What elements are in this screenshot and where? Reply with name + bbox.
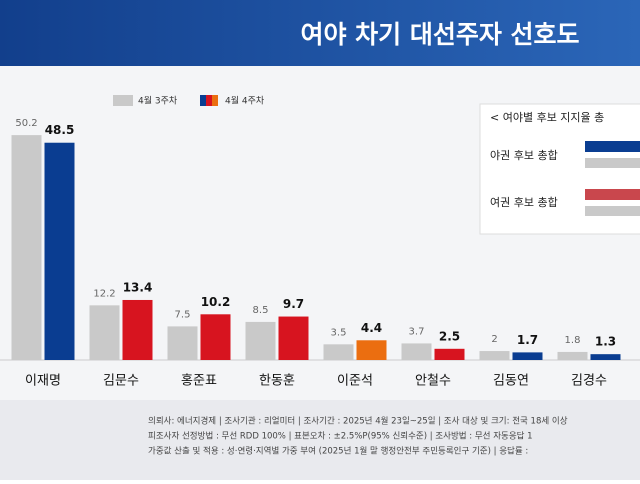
inset-bar — [585, 206, 640, 216]
inset-bar — [585, 189, 640, 200]
inset-bar — [585, 158, 640, 168]
bar — [323, 344, 354, 360]
value-label: 4.4 — [361, 321, 382, 335]
value-label: 50.2 — [15, 118, 37, 129]
bar — [167, 326, 198, 360]
value-label: 2.5 — [439, 329, 460, 343]
inset-title: < 여야별 후보 지지율 총 — [490, 111, 604, 124]
value-label: 13.4 — [123, 280, 153, 294]
footer-line: 의뢰사: 에너지경제 | 조사기관 : 리얼미터 | 조사기간 : 2025년 … — [148, 416, 568, 427]
footer-line: 가중값 산출 및 적용 : 성·연령·지역별 가중 부여 (2025년 1월 말… — [148, 446, 528, 457]
inset-label: 야권 후보 총합 — [490, 149, 558, 162]
value-label: 3.5 — [331, 327, 347, 338]
bar — [200, 314, 231, 360]
legend-swatch — [212, 95, 218, 106]
x-tick-label: 이준석 — [337, 374, 373, 389]
value-label: 1.8 — [565, 335, 581, 346]
chart-title: 여야 차기 대선주자 선호도 — [300, 20, 579, 49]
legend-label: 4월 4주차 — [225, 95, 265, 107]
bar — [590, 354, 621, 360]
value-label: 3.7 — [409, 326, 425, 337]
bar — [278, 316, 309, 360]
value-label: 8.5 — [253, 305, 269, 316]
bar — [356, 340, 387, 360]
bar — [245, 321, 276, 360]
x-tick-label: 한동훈 — [259, 374, 295, 389]
value-label: 48.5 — [45, 123, 75, 137]
bar — [122, 299, 153, 360]
bar — [512, 352, 543, 360]
x-tick-label: 김문수 — [103, 374, 139, 389]
value-label: 2 — [491, 334, 497, 345]
inset-bar — [585, 141, 640, 152]
legend-label: 4월 3주차 — [138, 95, 178, 107]
legend-swatch — [113, 95, 133, 106]
inset-label: 여권 후보 총합 — [490, 196, 558, 209]
footer-line: 피조사자 선정방법 : 무선 RDD 100% | 표본오차 : ±2.5%P(… — [148, 431, 533, 442]
bar — [401, 343, 432, 360]
value-label: 12.2 — [93, 288, 115, 299]
bar — [44, 142, 75, 360]
bar — [89, 305, 120, 360]
legend-swatch — [206, 95, 212, 106]
x-tick-label: 안철수 — [415, 374, 451, 389]
x-tick-label: 김경수 — [571, 374, 607, 389]
bar — [479, 351, 510, 360]
bar — [11, 135, 42, 360]
header — [0, 0, 640, 66]
value-label: 9.7 — [283, 297, 304, 311]
bar — [434, 348, 465, 360]
value-label: 7.5 — [175, 309, 191, 320]
x-tick-label: 홍준표 — [181, 374, 217, 389]
footer-box — [0, 400, 640, 480]
value-label: 1.3 — [595, 335, 616, 349]
value-label: 1.7 — [517, 333, 538, 347]
legend-swatch — [200, 95, 206, 106]
value-label: 10.2 — [201, 295, 231, 309]
x-tick-label: 이재명 — [25, 374, 61, 389]
bar — [557, 351, 588, 360]
x-tick-label: 김동연 — [493, 374, 529, 389]
